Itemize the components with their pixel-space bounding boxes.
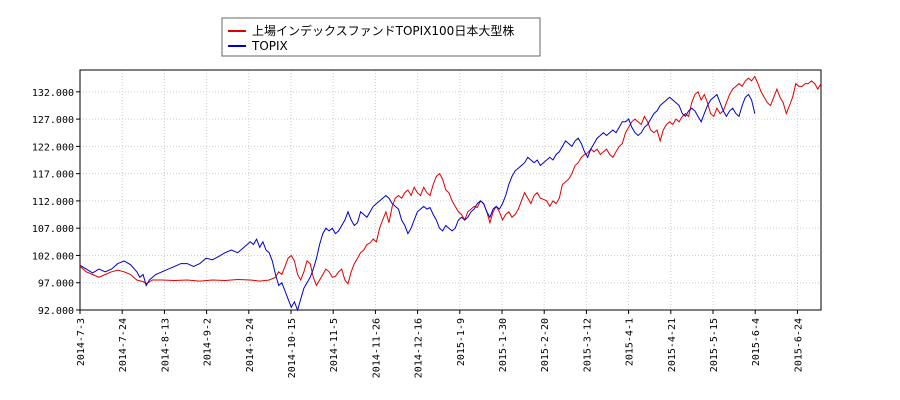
- grid-lines: [79, 70, 821, 311]
- x-tick-label: 2014-11-26: [371, 318, 382, 378]
- x-tick-label: 2015-1-30: [498, 318, 509, 372]
- y-tick-label: 112.000: [32, 197, 74, 208]
- x-tick-label: 2015-5-15: [709, 318, 720, 372]
- legend-box: [221, 17, 541, 57]
- x-tick-label: 2014-9-2: [203, 318, 214, 366]
- y-tick-label: 132.000: [32, 88, 74, 99]
- x-tick-label: 2015-3-12: [582, 318, 593, 372]
- x-tick-label: 2015-4-1: [625, 318, 636, 366]
- x-tick-label: 2015-4-21: [667, 318, 678, 372]
- series-line-1: [79, 75, 822, 287]
- x-tick-label: 2014-8-13: [160, 318, 171, 372]
- y-tick-label: 102.000: [32, 251, 74, 262]
- x-tick-label: 2014-10-15: [287, 318, 298, 378]
- x-axis: 2014-7-3 2014-7-24 2014-8-13 2014-9-2 2014-9…: [76, 310, 804, 378]
- series-line-2: [79, 93, 756, 312]
- x-tick-label: 2015-6-24: [793, 318, 804, 372]
- y-tick-label: 117.000: [32, 170, 74, 181]
- x-tick-label: 2014-7-3: [76, 318, 87, 366]
- series-layer: [79, 75, 822, 312]
- x-tick-label: 2014-11-5: [329, 318, 340, 372]
- y-tick-label: 92.000: [38, 306, 74, 317]
- legend-label-series-1: 上場インデックスファンドTOPIX100日本大型株: [252, 23, 514, 38]
- x-tick-label: 2014-9-24: [245, 318, 256, 372]
- x-tick-label: 2014-7-24: [118, 318, 129, 372]
- y-axis: 92.000 97.000 102.000 107.000 112.000 117.000…: [32, 88, 80, 317]
- x-tick-label: 2015-1-9: [456, 318, 467, 366]
- legend-label-series-2: TOPIX: [251, 39, 288, 53]
- y-tick-label: 122.000: [32, 142, 74, 153]
- legend: 上場インデックスファンドTOPIX100日本大型株 TOPIX: [221, 17, 541, 57]
- plot-area-border: [79, 69, 822, 311]
- x-tick-label: 2015-6-4: [751, 318, 762, 366]
- y-tick-label: 97.000: [38, 279, 74, 290]
- y-tick-label: 127.000: [32, 115, 74, 126]
- y-tick-label: 107.000: [32, 224, 74, 235]
- x-tick-label: 2014-12-16: [414, 318, 425, 378]
- x-tick-label: 2015-2-20: [540, 318, 551, 372]
